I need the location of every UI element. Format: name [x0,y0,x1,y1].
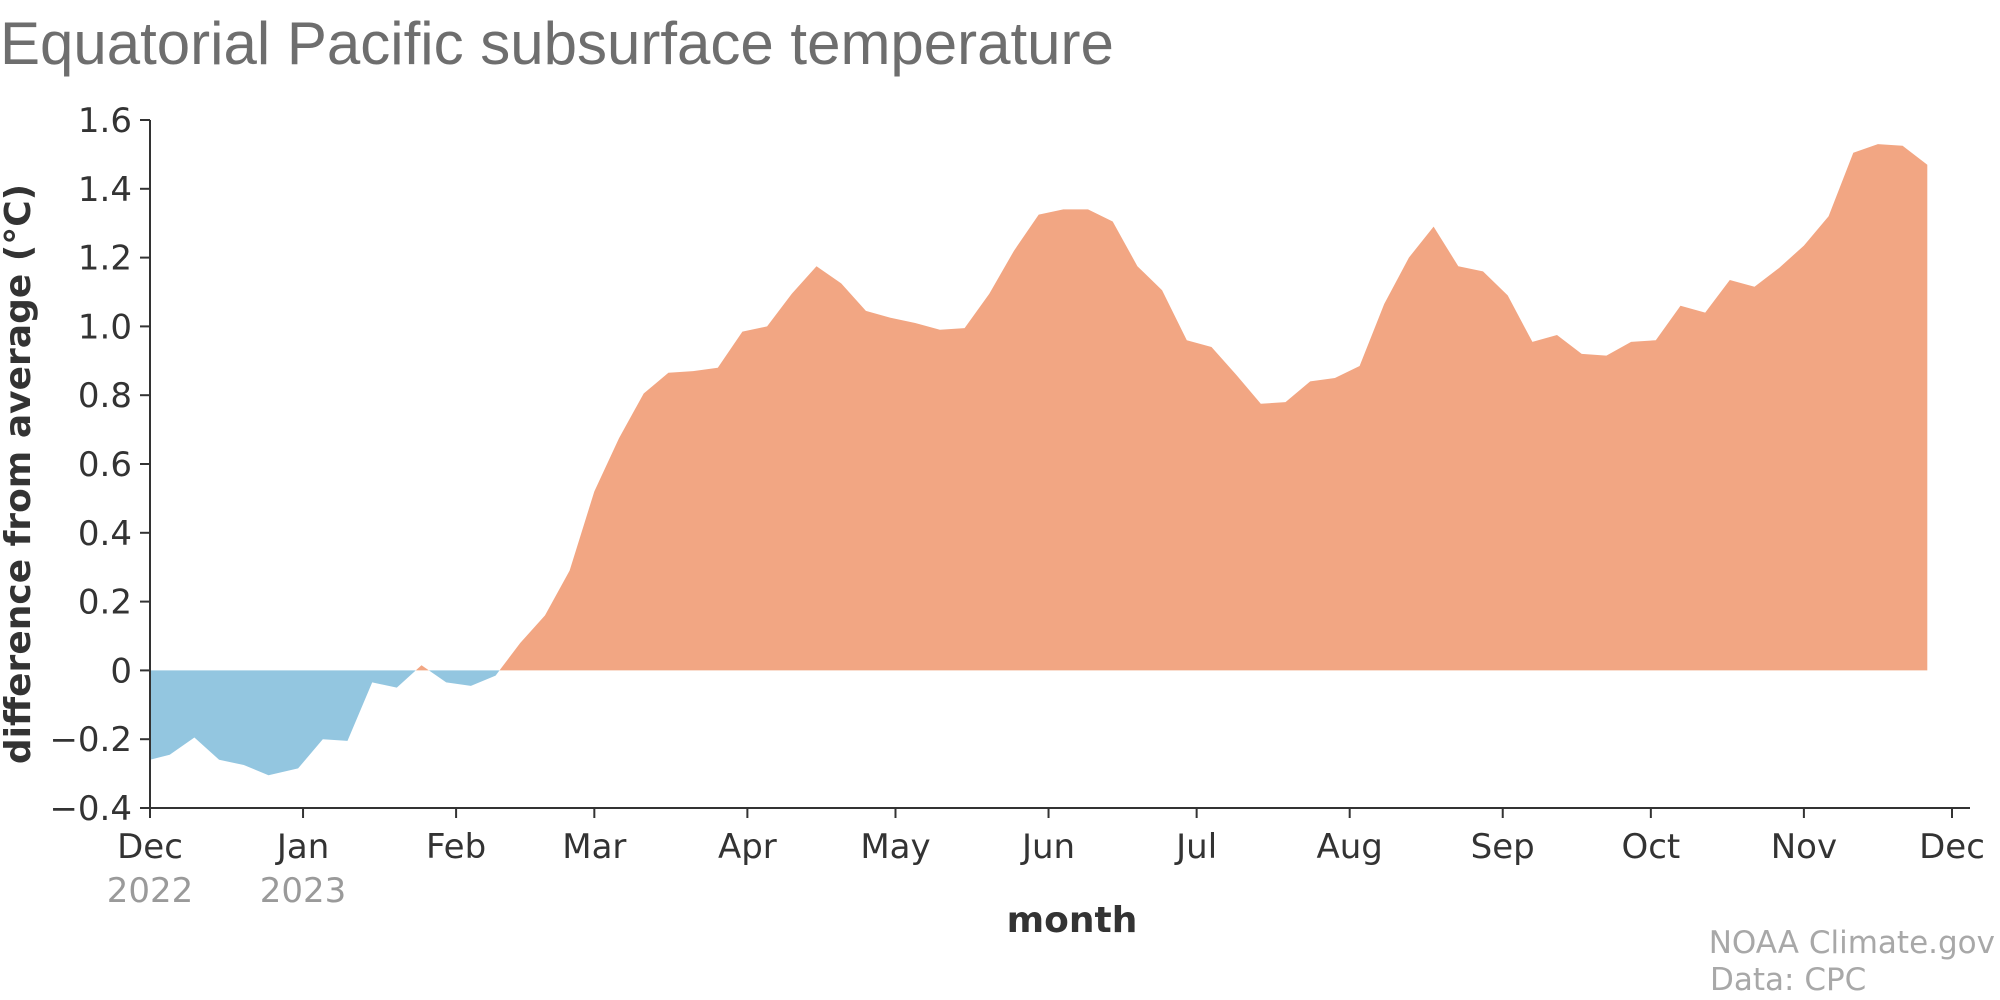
x-tick-label: Oct [1621,827,1680,867]
area-positive [150,144,1928,671]
credit-source: NOAA Climate.gov [1709,925,1995,961]
axes-layer: −0.4−0.200.20.40.60.81.01.21.41.6Dec2022… [49,101,1984,911]
x-tick-label: Mar [562,827,626,867]
x-tick-label: Apr [718,827,777,867]
x-tick-label: Sep [1471,827,1535,867]
y-tick-label: 0.6 [78,445,132,485]
x-tick-label: May [860,827,930,867]
x-tick-year-label: 2023 [260,871,347,911]
x-tick-label: Nov [1771,827,1837,867]
y-tick-label: 0.8 [78,376,132,416]
y-tick-label: −0.2 [49,720,132,760]
area-negative [150,670,1928,776]
y-tick-label: −0.4 [49,789,132,829]
y-axis-title: difference from average (°C) [0,184,39,764]
area-layer [150,144,1928,776]
chart-title: Equatorial Pacific subsurface temperatur… [0,10,1114,77]
x-tick-label: Dec [1919,827,1985,867]
x-axis-title: month [1007,900,1138,941]
x-tick-label: Dec [117,827,183,867]
x-tick-label: Jan [275,827,329,867]
y-tick-label: 0.2 [78,583,132,623]
y-tick-label: 1.6 [78,101,132,141]
x-tick-year-label: 2022 [107,871,194,911]
x-tick-label: Aug [1316,827,1382,867]
y-tick-label: 1.4 [78,170,132,210]
x-tick-label: Jul [1174,827,1217,867]
y-tick-label: 1.2 [78,239,132,279]
y-tick-label: 0 [110,651,132,691]
y-tick-label: 1.0 [78,307,132,347]
x-tick-label: Feb [426,827,486,867]
credit-data: Data: CPC [1710,962,1866,998]
x-tick-label: Jun [1020,827,1075,867]
y-tick-label: 0.4 [78,514,132,554]
